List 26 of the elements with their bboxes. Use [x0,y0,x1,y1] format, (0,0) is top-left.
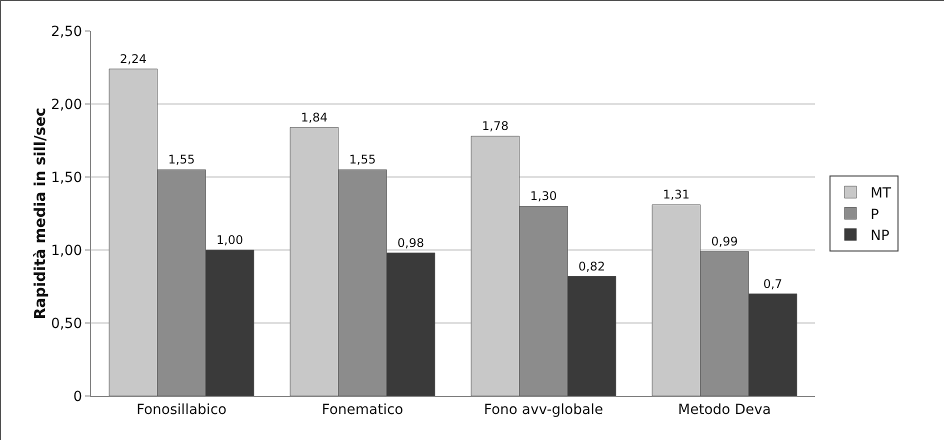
legend-label: P [870,206,879,223]
data-label: 0,99 [711,234,738,248]
data-label: 0,82 [578,259,606,274]
data-label: 1,84 [300,110,328,124]
data-label: 1,55 [349,152,376,167]
y-tick-label: 0 [73,388,82,405]
data-label: 1,30 [530,189,557,204]
y-tick-label: 1,50 [51,170,82,186]
legend-label: MT [870,186,892,202]
data-label: 1,00 [216,233,244,247]
data-label: 1,78 [482,119,509,134]
data-label: 2,24 [120,52,147,66]
x-tick-label: Fono avv-globale [484,402,604,418]
y-tick-label: 1,00 [51,242,82,259]
x-tick-label: Metodo Deva [678,402,771,418]
y-tick-label: 0,50 [51,316,82,332]
x-tick-label: Fonosillabico [136,402,227,418]
y-tick-label: 2,50 [51,24,82,40]
data-label: 1,55 [168,152,195,167]
data-label: 0,98 [397,236,424,250]
y-axis-title: Rapidità media in sill/sec [31,108,50,320]
legend-label: NP [870,228,890,244]
y-tick-label: 2,00 [51,96,82,113]
data-label: 1,31 [662,188,690,202]
x-tick-label: Fonematico [322,402,404,418]
data-label: 0,7 [763,276,782,291]
